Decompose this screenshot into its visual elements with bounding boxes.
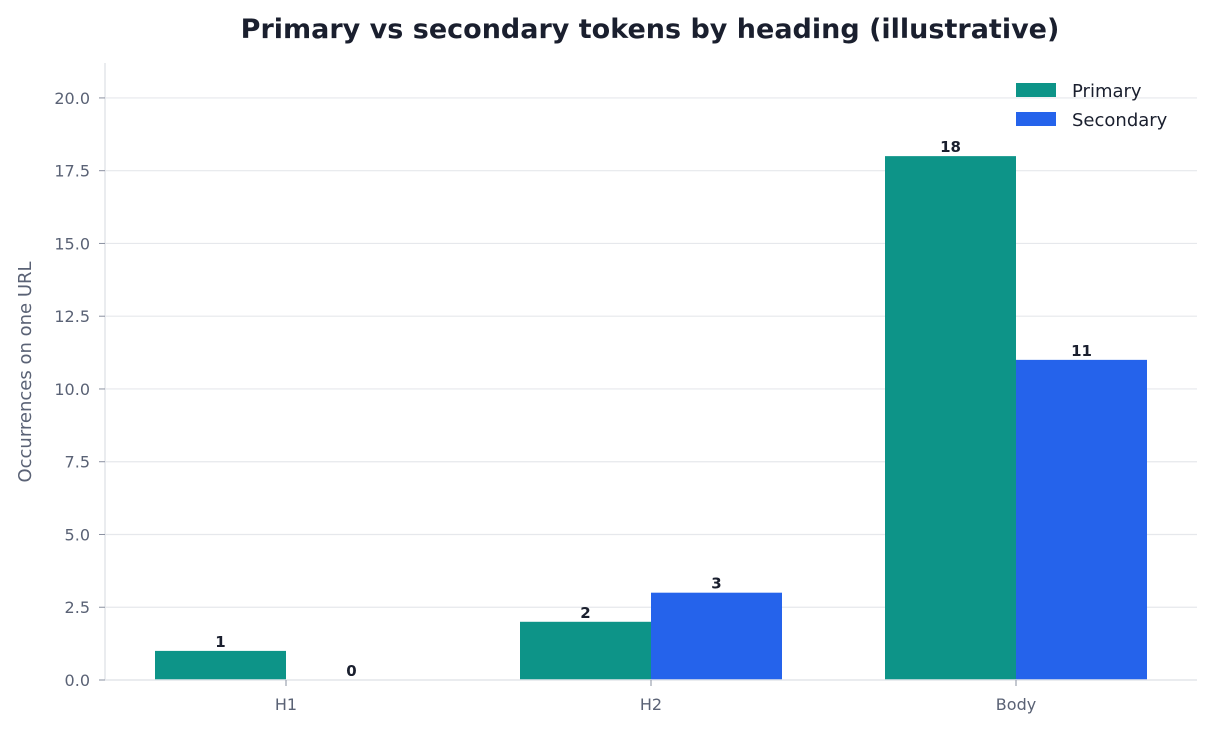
x-tick-label: H1 <box>275 695 297 714</box>
y-axis-label: Occurrences on one URL <box>15 261 36 482</box>
data-label: 2 <box>580 604 590 622</box>
bar-primary-h2 <box>520 621 651 680</box>
bar-primary-h1 <box>155 650 286 680</box>
y-tick-label: 5.0 <box>65 525 90 544</box>
y-tick-label: 0.0 <box>65 671 90 690</box>
chart-title: Primary vs secondary tokens by heading (… <box>241 14 1060 45</box>
bar-primary-body <box>885 156 1016 680</box>
legend-swatch-secondary <box>1016 112 1056 126</box>
bars <box>155 156 1147 680</box>
data-label: 1 <box>215 633 225 651</box>
x-tick-label: H2 <box>640 695 662 714</box>
y-tick-label: 20.0 <box>54 89 90 108</box>
legend-label-primary: Primary <box>1072 81 1142 102</box>
legend: Primary Secondary <box>1016 81 1168 131</box>
bar-secondary-h2 <box>651 592 782 680</box>
y-tick-label: 15.0 <box>54 234 90 253</box>
data-label: 11 <box>1071 342 1092 360</box>
y-tick-label: 2.5 <box>65 598 90 617</box>
bar-secondary-body <box>1016 359 1147 680</box>
y-tick-label: 10.0 <box>54 380 90 399</box>
y-tick-label: 7.5 <box>65 453 90 472</box>
data-label: 18 <box>940 138 961 156</box>
data-label: 0 <box>346 662 356 680</box>
legend-label-secondary: Secondary <box>1072 110 1168 131</box>
legend-swatch-primary <box>1016 83 1056 97</box>
y-tick-label: 17.5 <box>54 162 90 181</box>
x-tick-label: Body <box>996 695 1036 714</box>
y-tick-label: 12.5 <box>54 307 90 326</box>
grid-lines <box>105 97 1197 608</box>
tick-labels: 0.0 2.5 5.0 7.5 10.0 12.5 15.0 17.5 20.0 H1 H2 Body <box>54 89 1036 714</box>
data-label: 3 <box>711 575 721 593</box>
data-labels: 1 2 18 0 3 11 <box>215 138 1092 680</box>
